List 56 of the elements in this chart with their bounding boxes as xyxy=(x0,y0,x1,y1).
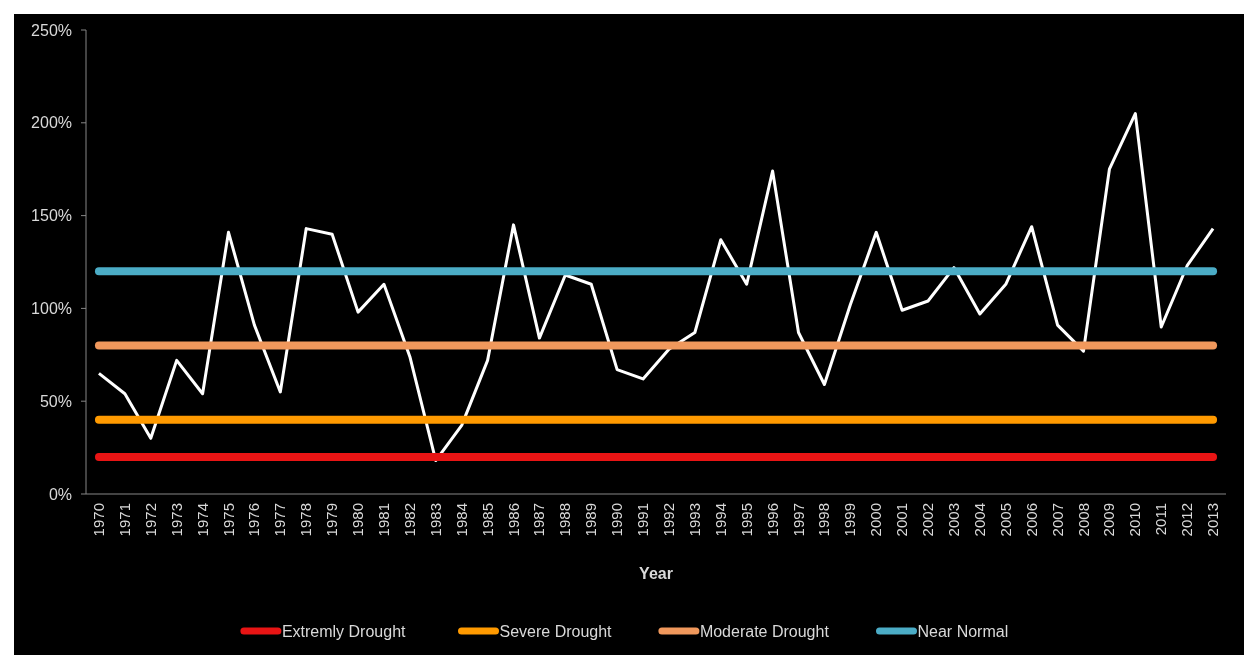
y-tick-label: 0% xyxy=(48,485,72,503)
x-tick-label: 2004 xyxy=(970,503,988,537)
x-tick-label: 2001 xyxy=(893,503,911,537)
x-tick-label: 1991 xyxy=(634,503,652,537)
legend-label: Near Normal xyxy=(917,622,1009,640)
x-tick-label: 1999 xyxy=(841,503,859,537)
x-tick-label: 1985 xyxy=(478,503,496,537)
x-tick-label: 1996 xyxy=(763,503,781,537)
x-tick-label: 1977 xyxy=(271,503,289,537)
x-tick-label: 1981 xyxy=(374,503,392,537)
x-tick-label: 1978 xyxy=(297,503,315,537)
x-tick-label: 2007 xyxy=(1048,503,1066,537)
x-axis-title: Year xyxy=(639,565,673,582)
x-tick-label: 1975 xyxy=(219,503,237,537)
x-tick-label: 2008 xyxy=(1074,503,1092,537)
x-tick-label: 2005 xyxy=(996,503,1014,537)
legend-label: Moderate Drought xyxy=(699,622,830,640)
x-tick-label: 1993 xyxy=(685,503,703,537)
legend-label: Extremly Drought xyxy=(281,622,407,640)
x-tick-label: 2010 xyxy=(1126,503,1144,537)
x-tick-label: 2012 xyxy=(1178,503,1196,537)
x-tick-label: 1992 xyxy=(659,503,677,537)
x-tick-label: 2009 xyxy=(1100,503,1118,537)
x-tick-label: 1980 xyxy=(349,503,367,537)
y-tick-label: 50% xyxy=(39,392,72,410)
x-tick-label: 2006 xyxy=(1022,503,1040,537)
x-tick-label: 1982 xyxy=(400,503,418,537)
y-tick-label: 100% xyxy=(31,300,72,317)
y-tick-label: 250% xyxy=(31,21,72,39)
x-tick-label: 2013 xyxy=(1204,503,1222,537)
x-tick-label: 1990 xyxy=(608,503,626,537)
x-tick-label: 2011 xyxy=(1152,503,1170,536)
x-tick-label: 1971 xyxy=(115,503,133,537)
x-tick-label: 1983 xyxy=(426,503,444,537)
x-tick-label: 1987 xyxy=(530,503,548,537)
x-tick-label: 1989 xyxy=(582,503,600,537)
y-tick-label: 150% xyxy=(31,207,72,225)
x-tick-label: 1997 xyxy=(789,503,807,537)
x-tick-label: 1994 xyxy=(711,503,729,537)
x-tick-label: 1988 xyxy=(556,503,574,537)
x-tick-label: 1979 xyxy=(323,503,341,537)
x-tick-label: 1972 xyxy=(141,503,159,537)
line-series xyxy=(97,112,1215,463)
y-tick-label: 200% xyxy=(31,114,72,132)
x-tick-label: 2000 xyxy=(867,503,885,537)
x-tick-label: 1976 xyxy=(245,503,263,537)
x-tick-label: 1984 xyxy=(452,503,470,537)
x-tick-label: 2002 xyxy=(919,503,937,537)
x-tick-label: 1973 xyxy=(167,503,185,537)
x-tick-label: 1974 xyxy=(193,503,211,537)
legend-label: Severe Drought xyxy=(499,622,613,640)
x-tick-label: 2003 xyxy=(944,503,962,537)
x-tick-label: 1998 xyxy=(815,503,833,537)
x-tick-label: 1986 xyxy=(504,503,522,537)
x-tick-label: 1970 xyxy=(89,503,107,537)
x-tick-label: 1995 xyxy=(737,503,755,537)
